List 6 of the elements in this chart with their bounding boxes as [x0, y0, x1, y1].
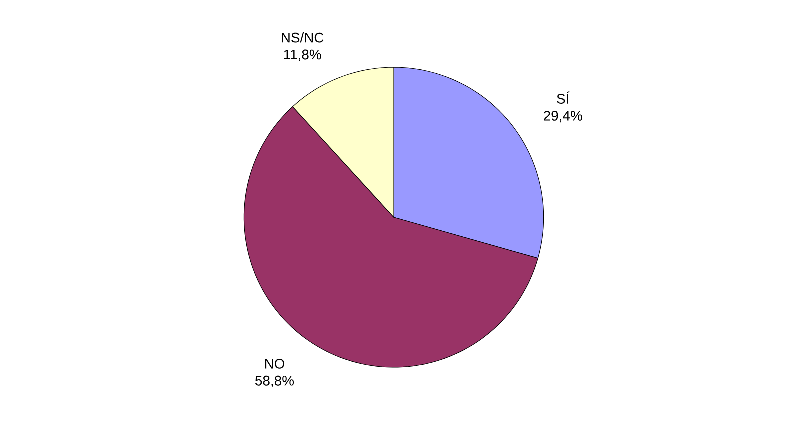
data-label: 58,8% [256, 376, 294, 388]
slice-label: NO [265, 358, 285, 369]
data-label: 11,8% [284, 50, 322, 62]
slice-label: NS/NC [282, 32, 324, 43]
data-label: 29,4% [544, 111, 582, 123]
slice-label: SÍ [557, 92, 570, 104]
